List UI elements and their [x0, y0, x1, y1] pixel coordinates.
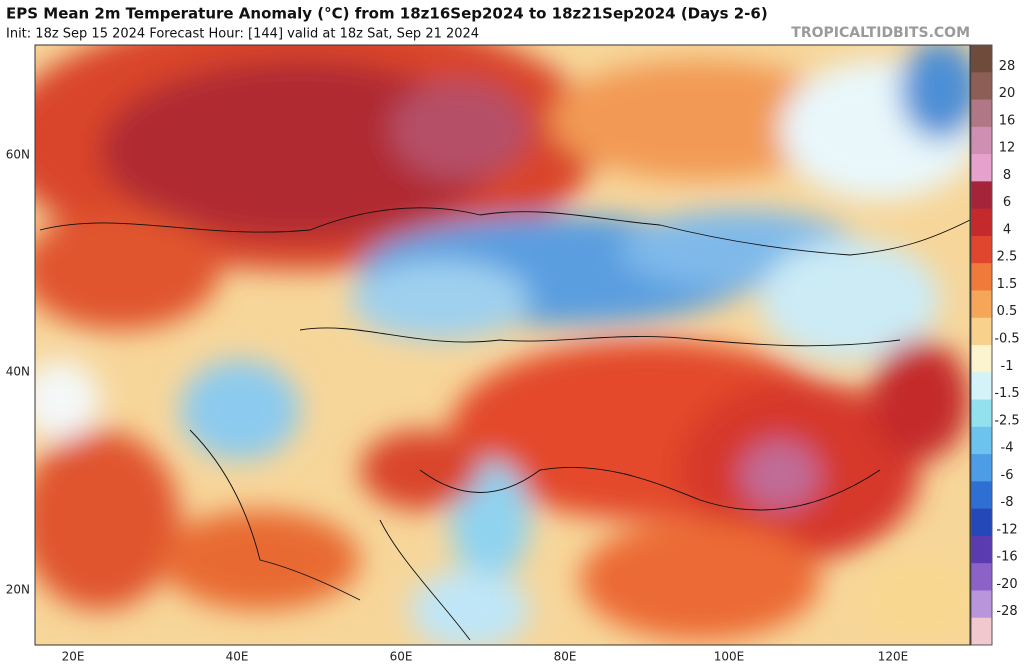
colorbar-swatch [971, 235, 992, 264]
lon-label: 20E [62, 650, 85, 664]
lat-labels: 60N 40N 20N [6, 148, 30, 597]
colorbar-label: -20 [996, 577, 1017, 592]
colorbar-swatch [971, 563, 992, 591]
colorbar-label: 2.5 [997, 250, 1018, 265]
colorbar-label: 1.5 [997, 277, 1018, 292]
colorbar-swatch [971, 508, 992, 537]
colorbar-swatch [971, 208, 992, 237]
colorbar-swatch [971, 345, 992, 373]
colorbar-label: -12 [996, 522, 1017, 537]
colorbar-label: 16 [999, 113, 1016, 128]
lat-label: 60N [6, 148, 30, 162]
colorbar: 28 20 16 12 8 6 4 2.5 1.5 0.5 -0.5 -1 -1.5 -2.5 -4 -6 -8… [970, 44, 1020, 646]
lat-label: 40N [6, 365, 30, 379]
title: EPS Mean 2m Temperature Anomaly (°C) fro… [6, 5, 768, 23]
colorbar-swatch [971, 290, 992, 319]
lon-labels: 20E 40E 60E 80E 100E 120E [62, 650, 909, 664]
watermark: TROPICALTIDBITS.COM [791, 25, 970, 41]
colorbar-label: 28 [999, 59, 1016, 74]
lon-label: 40E [226, 650, 249, 664]
lon-label: 60E [390, 650, 413, 664]
colorbar-label: -1 [1001, 359, 1014, 374]
colorbar-label: 0.5 [997, 304, 1018, 319]
colorbar-swatch [971, 535, 992, 564]
colorbar-swatch [971, 317, 992, 346]
colorbar-swatch [971, 426, 992, 455]
colorbar-label: -4 [1001, 441, 1014, 456]
colorbar-swatch [971, 154, 992, 182]
colorbar-label: -6 [1001, 468, 1014, 483]
colorbar-label: -1.5 [994, 386, 1019, 401]
colorbar-swatch [971, 99, 992, 128]
colorbar-swatch [971, 181, 992, 210]
colorbar-label: 8 [1003, 168, 1011, 183]
lon-label: 100E [714, 650, 745, 664]
colorbar-label: -2.5 [994, 413, 1019, 428]
lat-label: 20N [6, 583, 30, 597]
colorbar-swatch [971, 372, 992, 401]
lon-label: 120E [878, 650, 909, 664]
colorbar-label: -28 [996, 604, 1017, 619]
colorbar-swatch [971, 45, 992, 73]
colorbar-swatch [971, 72, 992, 101]
colorbar-label: 4 [1003, 222, 1011, 237]
colorbar-label: 20 [999, 86, 1016, 101]
colorbar-swatch [971, 454, 992, 482]
subtitle: Init: 18z Sep 15 2024 Forecast Hour: [14… [6, 27, 479, 42]
colorbar-frame [970, 44, 993, 646]
colorbar-label: -8 [1001, 495, 1014, 510]
colorbar-label: -16 [996, 550, 1017, 565]
colorbar-swatch [971, 617, 992, 646]
colorbar-label: 6 [1003, 195, 1011, 210]
lon-label: 80E [554, 650, 577, 664]
colorbar-swatch [971, 590, 992, 619]
map-frame [34, 44, 971, 646]
colorbar-swatch [971, 263, 992, 291]
colorbar-swatch [971, 399, 992, 428]
colorbar-label: -0.5 [994, 332, 1019, 347]
colorbar-swatch [971, 126, 992, 155]
colorbar-label: 12 [999, 141, 1016, 156]
colorbar-swatch [971, 481, 992, 510]
map [35, 45, 970, 645]
